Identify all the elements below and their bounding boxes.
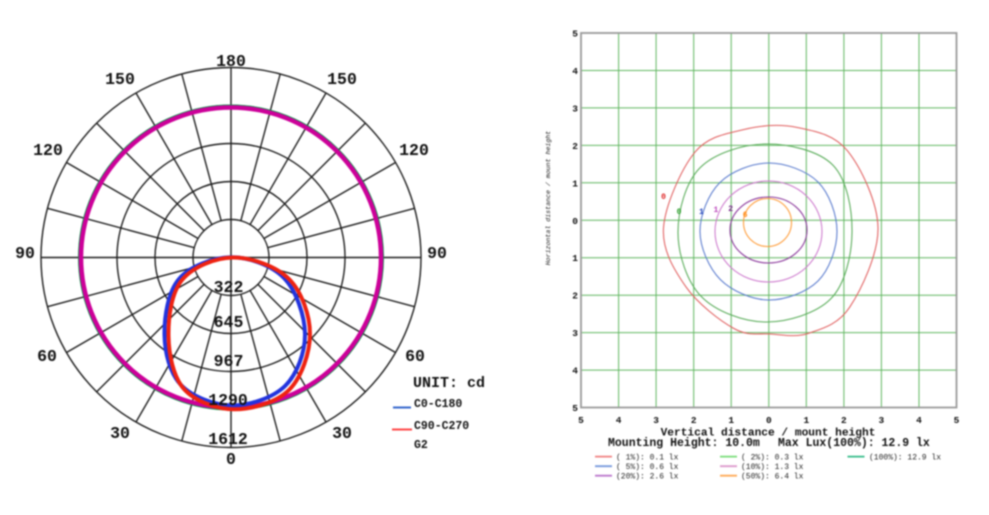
svg-text:150: 150 bbox=[327, 70, 357, 89]
svg-text:1612: 1612 bbox=[208, 430, 248, 449]
svg-text:120: 120 bbox=[33, 141, 63, 160]
svg-text:150: 150 bbox=[105, 70, 135, 89]
svg-text:2: 2 bbox=[841, 415, 847, 426]
svg-text:2: 2 bbox=[728, 205, 733, 214]
svg-text:322: 322 bbox=[214, 278, 244, 297]
svg-text:C0-C180: C0-C180 bbox=[414, 398, 462, 411]
svg-text:0: 0 bbox=[766, 415, 772, 426]
svg-text:(10%): 1.3 lx: (10%): 1.3 lx bbox=[741, 463, 804, 472]
svg-text:1: 1 bbox=[572, 178, 578, 189]
svg-text:3: 3 bbox=[653, 415, 659, 426]
svg-text:6: 6 bbox=[743, 211, 748, 220]
svg-text:60: 60 bbox=[405, 347, 425, 366]
svg-text:60: 60 bbox=[37, 347, 57, 366]
svg-text:90: 90 bbox=[427, 244, 447, 263]
svg-text:(20%): 2.6 lx: (20%): 2.6 lx bbox=[616, 473, 679, 482]
svg-text:0: 0 bbox=[677, 208, 682, 217]
svg-text:1: 1 bbox=[572, 253, 578, 264]
svg-text:1: 1 bbox=[699, 208, 704, 217]
svg-text:1: 1 bbox=[803, 415, 809, 426]
svg-text:30: 30 bbox=[332, 424, 352, 443]
svg-text:2: 2 bbox=[691, 415, 697, 426]
svg-text:1: 1 bbox=[728, 415, 734, 426]
svg-text:5: 5 bbox=[572, 403, 578, 414]
svg-text:120: 120 bbox=[399, 141, 429, 160]
svg-text:( 1%): 0.1 lx: ( 1%): 0.1 lx bbox=[616, 454, 679, 463]
svg-text:(50%): 6.4 lx: (50%): 6.4 lx bbox=[741, 473, 804, 482]
svg-text:UNIT: cd: UNIT: cd bbox=[413, 375, 485, 392]
svg-text:(100%): 12.9 lx: (100%): 12.9 lx bbox=[869, 454, 941, 463]
svg-text:180: 180 bbox=[216, 52, 246, 71]
svg-text:Mounting Height: 10.0m: Mounting Height: 10.0m bbox=[608, 437, 760, 450]
svg-text:3: 3 bbox=[572, 103, 578, 114]
svg-text:0: 0 bbox=[661, 193, 666, 202]
svg-text:Vertical distance / mount heig: Vertical distance / mount height bbox=[661, 428, 876, 440]
svg-text:1: 1 bbox=[713, 206, 718, 215]
svg-text:Max Lux(100%): 12.9 lx: Max Lux(100%): 12.9 lx bbox=[778, 437, 930, 450]
svg-text:G2: G2 bbox=[414, 439, 428, 452]
svg-text:5: 5 bbox=[954, 415, 960, 426]
svg-text:5: 5 bbox=[578, 415, 584, 426]
svg-text:3: 3 bbox=[879, 415, 885, 426]
svg-text:C90-C270: C90-C270 bbox=[414, 420, 469, 433]
svg-text:2: 2 bbox=[572, 291, 578, 302]
svg-text:4: 4 bbox=[616, 415, 622, 426]
svg-text:2: 2 bbox=[572, 141, 578, 152]
svg-text:4: 4 bbox=[916, 415, 922, 426]
svg-text:30: 30 bbox=[110, 424, 130, 443]
svg-text:4: 4 bbox=[572, 366, 578, 377]
svg-text:645: 645 bbox=[214, 313, 244, 332]
svg-text:Horizontal distance / mount he: Horizontal distance / mount height bbox=[545, 131, 552, 266]
svg-text:( 5%): 0.6 lx: ( 5%): 0.6 lx bbox=[616, 463, 679, 472]
svg-text:1290: 1290 bbox=[208, 391, 248, 410]
svg-text:0: 0 bbox=[572, 216, 578, 227]
svg-text:5: 5 bbox=[572, 29, 578, 40]
svg-text:90: 90 bbox=[15, 244, 35, 263]
svg-text:4: 4 bbox=[572, 66, 578, 77]
svg-text:3: 3 bbox=[572, 328, 578, 339]
svg-text:( 2%): 0.3 lx: ( 2%): 0.3 lx bbox=[741, 454, 804, 463]
svg-text:0: 0 bbox=[226, 450, 236, 469]
svg-text:967: 967 bbox=[214, 352, 244, 371]
